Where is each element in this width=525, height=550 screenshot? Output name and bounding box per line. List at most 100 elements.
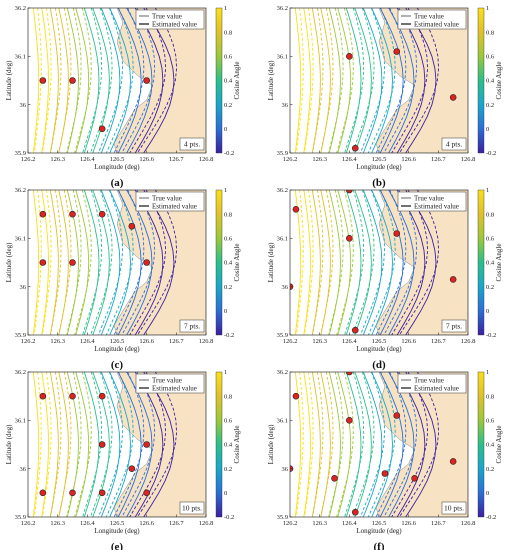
colorbar-tick-label: 0.6: [486, 236, 495, 243]
legend-box: [397, 9, 467, 30]
colorbar-tick-label: 0.6: [224, 54, 233, 61]
legend-estimated-label: Estimated value: [414, 384, 459, 392]
points-count-frame: [441, 137, 467, 151]
true-contour: [83, 190, 100, 335]
colorbar-tick-label: -0.2: [486, 514, 496, 521]
sample-point: [381, 470, 389, 477]
x-tick-label: 126.4: [342, 338, 357, 345]
panel-caption: (a): [111, 177, 124, 189]
colorbar-tick-label: 0.4: [486, 442, 495, 449]
legend-true-label: True value: [152, 376, 182, 384]
colorbar-tick-label: 0.4: [224, 78, 233, 85]
estimated-contour: [328, 372, 344, 517]
points-count-label: 10 pts.: [182, 504, 202, 513]
land-mass: [375, 8, 468, 153]
x-tick-label: 126.6: [139, 520, 154, 527]
y-tick-label: 36: [282, 102, 289, 109]
legend-box: [135, 373, 205, 394]
true-contour: [294, 8, 302, 153]
estimated-contour: [304, 190, 314, 335]
true-contour: [362, 372, 383, 517]
sample-point: [143, 259, 150, 266]
land-mass: [375, 190, 468, 335]
estimated-contour: [391, 190, 429, 335]
true-contour: [371, 190, 393, 335]
colorbar-tick-label: -0.2: [486, 150, 496, 157]
sample-point: [143, 441, 150, 448]
true-contour: [134, 8, 164, 153]
estimated-contour: [312, 8, 324, 153]
true-contour: [405, 190, 437, 335]
true-contour: [405, 372, 437, 517]
y-tick-label: 36: [20, 466, 27, 473]
estimated-contour: [367, 190, 396, 335]
estimated-contour: [399, 190, 440, 335]
estimated-contour: [90, 372, 113, 517]
x-tick-label: 126.4: [80, 520, 95, 527]
plot-area: [28, 8, 206, 153]
sample-point: [346, 235, 353, 242]
estimated-contour: [105, 190, 134, 335]
x-tick-label: 126.3: [312, 156, 327, 163]
sample-point: [393, 412, 401, 419]
true-contour: [117, 8, 142, 153]
x-tick-label: 126.4: [342, 156, 357, 163]
y-tick-label: 36.2: [277, 5, 288, 12]
points-count-frame: [179, 137, 205, 151]
true-contour: [109, 190, 131, 335]
colorbar-tick-label: -0.2: [224, 332, 234, 339]
estimated-contour: [50, 190, 62, 335]
land-mass: [113, 190, 206, 335]
colorbar: [477, 7, 485, 154]
estimated-contour: [399, 372, 440, 517]
colorbar-tick-label: 1: [486, 369, 489, 376]
true-contour: [49, 190, 59, 335]
x-axis-label: Longitude (deg): [94, 345, 140, 353]
sample-point: [98, 441, 106, 448]
legend-estimated-label: Estimated value: [152, 202, 197, 210]
estimated-contour: [367, 372, 396, 517]
estimated-contour: [359, 190, 386, 335]
true-contour: [49, 372, 59, 517]
sample-point: [128, 222, 136, 230]
estimated-contour: [336, 8, 354, 153]
true-contour: [354, 372, 372, 517]
x-axis-label: Longitude (deg): [356, 163, 402, 171]
estimated-contour: [113, 372, 145, 517]
colorbar-tick-label: 0: [486, 490, 489, 497]
x-tick-label: 126.5: [372, 156, 387, 163]
sample-point: [331, 475, 338, 482]
true-contour: [126, 8, 153, 153]
estimated-contour: [344, 372, 365, 517]
colorbar-tick-label: 0.6: [486, 54, 495, 61]
colorbar-tick-label: -0.2: [486, 332, 496, 339]
colorbar-tick-label: 0.2: [224, 284, 232, 291]
estimated-contour: [121, 372, 156, 517]
true-contour: [126, 190, 153, 335]
estimated-contour: [328, 8, 344, 153]
estimated-contour: [359, 8, 386, 153]
points-count-label: 10 pts.: [444, 504, 464, 513]
points-count-label: 7 pts.: [184, 322, 200, 331]
x-tick-label: 126.7: [169, 338, 184, 345]
true-contour: [337, 8, 352, 153]
sample-point: [128, 465, 136, 472]
estimated-contour: [129, 372, 167, 517]
estimated-contour: [74, 190, 92, 335]
sample-point: [449, 94, 457, 101]
points-count-label: 7 pts.: [446, 322, 462, 331]
sample-point: [98, 125, 106, 133]
legend-true-label: True value: [152, 194, 182, 202]
points-count-box: 7 pts.: [179, 319, 205, 333]
chart-panel-a: 126.2 126.3 126.4 126.5 126.6 126.7 126.8 35.9 3…: [5, 5, 241, 189]
x-tick-label: 126.8: [199, 520, 214, 527]
estimated-contour: [50, 8, 62, 153]
x-tick-label: 126.2: [21, 338, 36, 345]
x-tick-label: 126.3: [312, 520, 327, 527]
y-axis-label: Latitude (deg): [5, 424, 13, 465]
x-tick-label: 126.4: [80, 156, 95, 163]
legend-true-label: True value: [414, 12, 444, 20]
estimated-contour: [33, 372, 42, 517]
true-contour: [337, 372, 352, 517]
